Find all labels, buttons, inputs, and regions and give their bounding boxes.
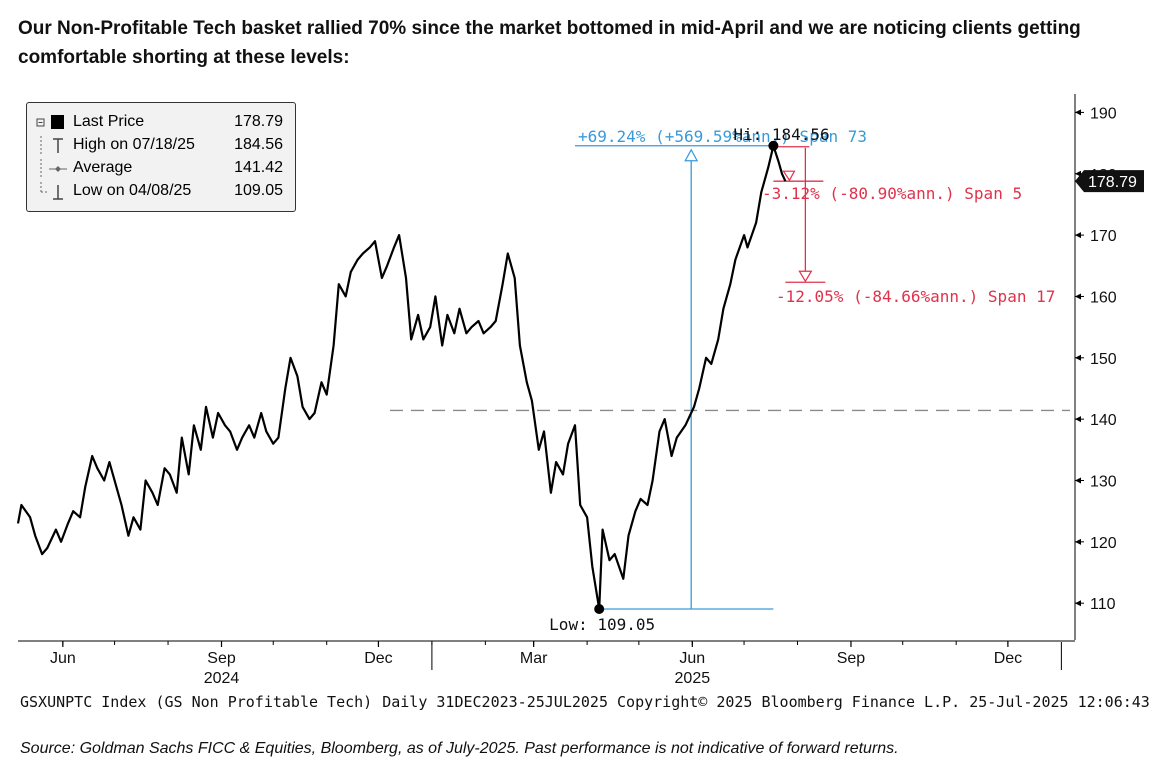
y-tick-arrow-icon [1075,109,1081,116]
y-tick-label: 110 [1090,596,1116,613]
y-axis: 110120130140150160170180190178.79 [1074,94,1144,640]
legend-box: Last Price 178.79 High on 07/18/25 184.5… [26,102,296,212]
y-tick-arrow-icon [1075,170,1081,177]
y-tick-label: 190 [1090,105,1117,122]
average-marker-icon [40,159,67,179]
y-tick-arrow-icon [1075,600,1081,607]
y-tick-label: 120 [1090,535,1117,552]
x-tick-label: Dec [364,650,392,667]
y-tick-label: 170 [1090,228,1117,245]
legend-label: High on 07/18/25 [73,136,195,153]
legend-item-low: Low on 04/08/25 109.05 [27,182,295,204]
x-tick-label: Jun [679,650,705,667]
legend-label: Last Price [73,113,145,130]
legend-value: 109.05 [234,182,283,199]
price-line [16,144,787,611]
x-year-label: 2025 [675,670,711,687]
rise-arrow-icon [684,148,699,162]
y-tick-label: 150 [1090,351,1117,368]
y-tick-label: 160 [1090,289,1117,306]
y-tick-arrow-icon [1075,477,1081,484]
legend-item-high: High on 07/18/25 184.56 [27,136,295,158]
y-tick-label: 130 [1090,473,1117,490]
legend-value: 141.42 [234,159,283,176]
chart-footer: GSXUNPTC Index (GS Non Profitable Tech) D… [20,693,1160,711]
drop1-arrow-icon [782,170,796,182]
x-tick-label: Jun [50,650,76,667]
y-tick-arrow-icon [1075,232,1081,239]
source-note: Source: Goldman Sachs FICC & Equities, B… [20,740,899,757]
y-tick-label: 140 [1090,412,1117,429]
x-tick-label: Sep [837,650,866,667]
y-tick-arrow-icon [1075,416,1081,423]
rise-label: +69.24% (+569.59%ann.) Span 73 [578,127,867,146]
y-tick-arrow-icon [1075,293,1081,300]
headline: Our Non-Profitable Tech basket rallied 7… [18,18,1081,68]
legend-item-average: Average 141.42 [27,159,295,181]
legend-label: Low on 04/08/25 [73,182,192,199]
drop2-label: -12.05% (-84.66%ann.) Span 17 [776,287,1055,306]
legend-box-icon [36,115,64,129]
y-tick-arrow-icon [1075,538,1081,545]
last-price-tag-label: 178.79 [1088,174,1137,191]
x-tick-label: Sep [207,650,236,667]
annotation-layer: +69.24% (+569.59%ann.) Span 73 -3.12% (-8… [549,125,1055,634]
series-layer [16,144,787,611]
x-axis: Jun Sep Dec Mar Jun Sep Dec 2024 2025 [18,640,1075,687]
drop1-label: -3.12% (-80.90%ann.) Span 5 [762,184,1022,203]
low-label: Low: 109.05 [549,615,655,634]
legend-value: 184.56 [234,136,283,153]
high-marker-icon [40,136,63,156]
high-label: Hi: 184.56 [733,125,829,144]
legend-label: Average [73,159,133,176]
low-marker-icon [40,182,63,200]
legend-value: 178.79 [234,113,283,130]
y-tick-arrow-icon [1075,354,1081,361]
footer-details: Daily 31DEC2023-25JUL2025 Copyright© 202… [382,693,1150,711]
x-tick-label: Dec [994,650,1022,667]
drop2-arrow-icon [798,270,813,283]
legend-item-last-price: Last Price 178.79 [27,113,295,135]
last-price-tag [1075,170,1144,193]
index-name: GSXUNPTC Index (GS Non Profitable Tech) [20,693,373,711]
x-tick-label: Mar [520,650,548,667]
x-year-label: 2024 [204,670,240,687]
